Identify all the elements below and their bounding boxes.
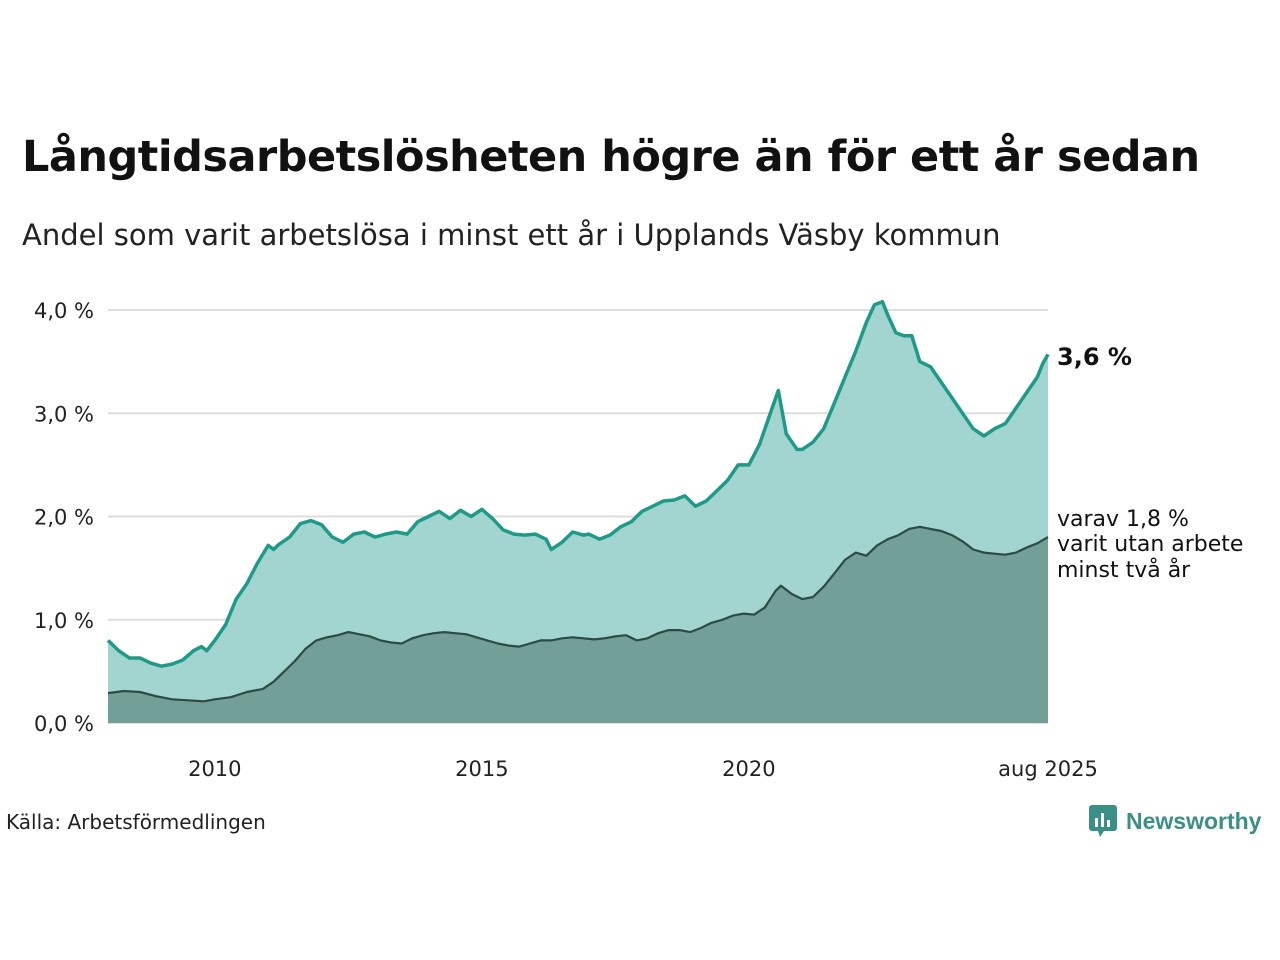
chart-title: Långtidsarbetslösheten högre än för ett … bbox=[22, 132, 1200, 182]
end-label-long-line-3: minst två år bbox=[1057, 557, 1191, 583]
line-total bbox=[106, 299, 1050, 668]
x-tick-label-0: 2010 bbox=[188, 757, 241, 781]
chart-subtitle: Andel som varit arbetslösa i minst ett å… bbox=[22, 218, 1001, 252]
end-label-long-line-1: varav 1,8 % bbox=[1057, 507, 1189, 532]
brand-logo: Newsworthy bbox=[1088, 804, 1261, 838]
y-tick-label-3: 3,0 % bbox=[34, 402, 94, 426]
y-tick-label-0: 0,0 % bbox=[34, 712, 94, 736]
end-label-long-line-2: varit utan arbete bbox=[1057, 532, 1243, 557]
x-tick-label-2: 2020 bbox=[722, 757, 775, 781]
x-tick-label-1: 2015 bbox=[455, 757, 508, 781]
x-tick-label-3: aug 2025 bbox=[998, 757, 1098, 781]
y-axis-ticks: 0,0 % 1,0 % 2,0 % 3,0 % 4,0 % bbox=[34, 299, 94, 736]
y-tick-label-2: 2,0 % bbox=[34, 506, 94, 530]
line-long-term bbox=[107, 525, 1049, 703]
y-tick-label-4: 4,0 % bbox=[34, 299, 94, 323]
end-label-total: 3,6 % bbox=[1057, 343, 1132, 371]
area-chart: 0,0 % 1,0 % 2,0 % 3,0 % 4,0 % 2010 2015 2020 au… bbox=[34, 299, 1243, 781]
areas bbox=[106, 299, 1050, 723]
area-long-term bbox=[108, 526, 1048, 723]
source-note: Källa: Arbetsförmedlingen bbox=[6, 810, 266, 834]
x-axis-ticks: 2010 2015 2020 aug 2025 bbox=[188, 757, 1098, 781]
y-tick-label-1: 1,0 % bbox=[34, 609, 94, 633]
bar-chart-speech-icon bbox=[1089, 805, 1117, 837]
brand-name: Newsworthy bbox=[1126, 807, 1262, 834]
